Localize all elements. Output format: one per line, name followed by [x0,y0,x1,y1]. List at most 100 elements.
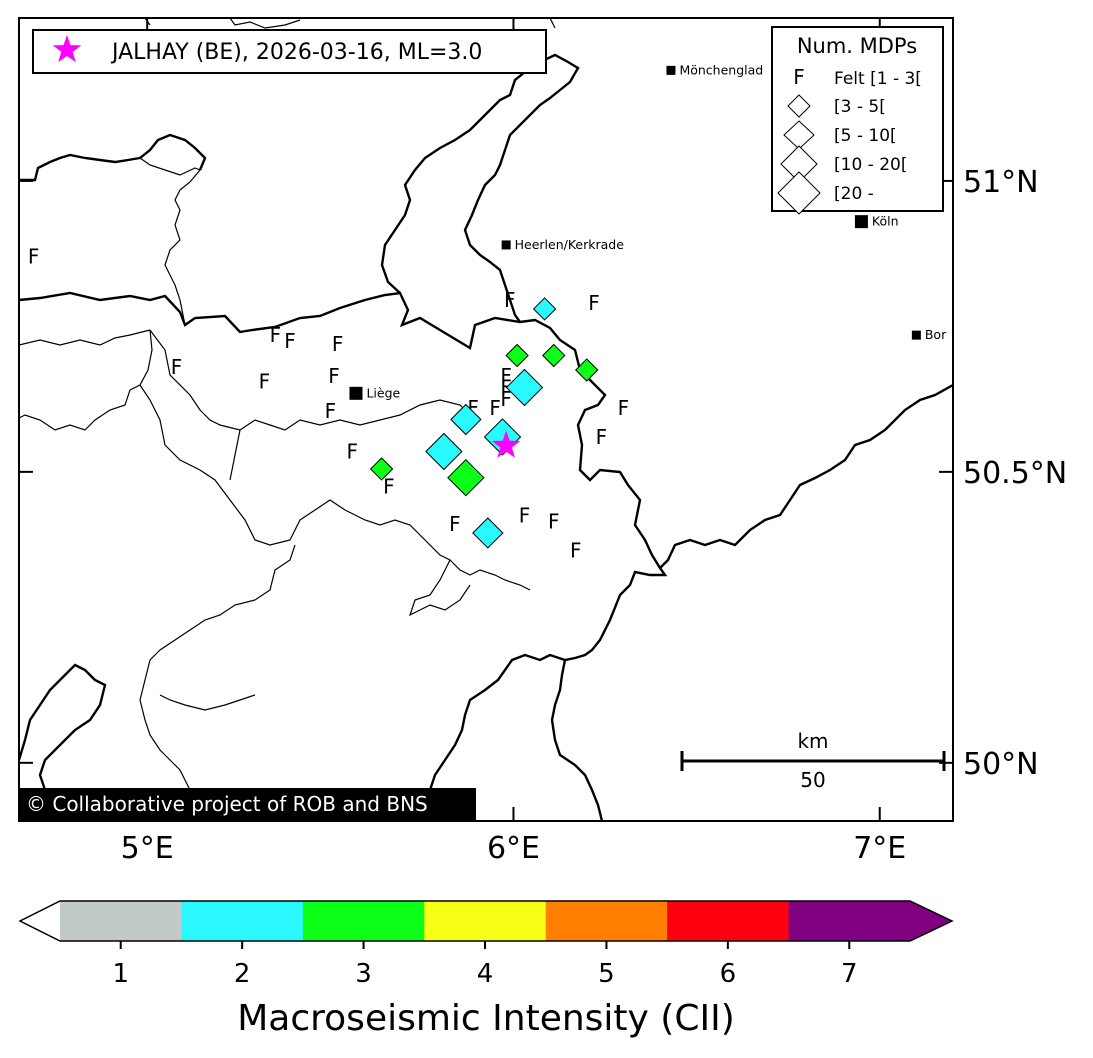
lon-tick-label-2: 7°E [853,831,906,866]
lat-tick-label-2: 50°N [963,747,1039,782]
mdp-legend: Num. MDPs F Felt [1 - 3[ [3 - 5[ [5 - 10… [771,26,944,215]
border-national-east [659,383,953,569]
scalebar-value: 50 [800,768,825,792]
felt-marker-8: F [328,364,340,388]
felt-marker-19: F [449,512,461,536]
city-label-0: Mönchenglad [679,62,763,77]
colorbar: 1 2 3 4 5 6 7 [18,900,954,989]
city-marker-1 [501,240,511,250]
city-marker-3 [854,215,868,229]
mdp-legend-item-20: [20 - [834,184,874,204]
intensity-diamond-10 [472,517,504,549]
event-legend: JALHAY (BE), 2026-03-16, ML=3.0 [32,29,547,74]
mdp-legend-item-felt: Felt [1 - 3[ [834,69,922,89]
colorbar-segment-2 [181,901,304,941]
copyright-bg [20,788,476,820]
epicenter-star [491,430,521,458]
border-national [19,291,668,791]
border-provincial-south [139,544,471,821]
city-marker-0 [666,65,676,75]
mdp-legend-item-3-5: [3 - 5[ [834,97,886,117]
felt-marker-10: F [500,364,512,388]
border-national-north [380,53,580,323]
felt-marker-16: F [596,425,608,449]
colorbar-segment-5 [545,901,668,941]
mdp-legend-diamond-icon-1 [787,94,811,118]
felt-marker-7: F [259,370,271,394]
event-label: JALHAY (BE), 2026-03-16, ML=3.0 [110,40,482,65]
colorbar-segment-4 [424,901,547,941]
map-axes: 5°E 6°E 7°E 51°N 50.5°N 50°N [19,18,1067,866]
city-label-1: Heerlen/Kerkrade [515,237,625,252]
mdp-legend-title: Num. MDPs [797,34,917,58]
colorbar-tick-label-4: 4 [477,959,494,989]
scalebar-unit: km [797,729,828,753]
city-label-2: Liège [366,385,400,400]
border-lines [19,18,953,821]
felt-marker-2: F [504,288,516,312]
felt-marker-5: F [332,332,344,356]
legend-star-icon [52,35,82,63]
colorbar-segment-6 [667,901,790,941]
colorbar-tick-label-2: 2 [234,959,251,989]
colorbar-segment-1 [60,901,182,941]
felt-marker-20: F [519,504,531,528]
intensity-markers [369,297,599,549]
mdp-legend-diamond-icon-4 [777,171,821,215]
copyright-text: © Collaborative project of ROB and BNS [26,792,428,816]
border-national-south [19,663,107,821]
colorbar-tick-label-3: 3 [355,959,372,989]
felt-marker-4: F [284,329,296,353]
felt-marker-22: F [570,538,582,562]
copyright-badge: © Collaborative project of ROB and BNS [20,788,476,820]
city-label-3: Köln [872,214,899,229]
colorbar-segment-3 [302,901,425,941]
felt-marker-21: F [548,509,560,533]
colorbar-under-arrow [20,901,60,941]
colorbar-title: Macroseismic Intensity (CII) [237,998,735,1039]
epicenter-star-icon [491,430,521,458]
city-marker-2 [349,386,363,400]
border-national-west [19,133,207,182]
mdp-legend-felt-symbol: F [793,65,805,89]
intensity-diamond-1 [505,343,529,368]
city-label-4: Bor [925,327,947,342]
intensity-diamond-3 [575,358,599,382]
lon-tick-label-0: 5°E [121,831,174,866]
scalebar: km 50 [680,729,946,792]
lon-tick-label-1: 6°E [487,831,540,866]
colorbar-outline [18,900,954,942]
event-legend-box [32,29,547,74]
lat-tick-label-0: 51°N [963,165,1039,200]
intensity-diamond-5 [450,403,482,436]
felt-marker-18: F [383,474,395,498]
border-national-far-south [550,659,604,821]
colorbar-tick-label-1: 1 [112,959,129,989]
felt-marker-13: F [467,396,479,420]
felt-marker-9: F [325,399,337,423]
colorbar-tick-label-7: 7 [841,959,858,989]
mdp-legend-item-5-10: [5 - 10[ [834,126,897,146]
felt-markers: FFFFFFFFFFFFFFFFFFFFFFF [28,245,629,563]
border-north-dutch [19,157,201,326]
intensity-diamond-0 [532,297,557,321]
city-markers: Mönchenglad Heerlen/Kerkrade Liège Köln Bor [349,62,947,400]
felt-marker-1: F [588,291,600,315]
intensity-diamond-8 [447,458,485,497]
colorbar-tick-label-5: 5 [598,959,615,989]
map-frame [18,17,954,822]
colorbar-tick-label-6: 6 [720,959,737,989]
colorbar-segment-7 [788,901,911,941]
felt-marker-17: F [347,440,359,464]
lat-tick-label-1: 50.5°N [963,456,1067,491]
felt-marker-0: F [28,245,40,269]
felt-marker-12: F [500,387,512,411]
felt-marker-3: F [270,323,282,347]
colorbar-over-arrow [910,901,952,941]
mdp-legend-item-10-20: [10 - 20[ [834,155,907,175]
intensity-diamond-7 [425,432,463,471]
intensity-diamond-2 [542,343,566,368]
intensity-diamond-9 [369,457,394,481]
